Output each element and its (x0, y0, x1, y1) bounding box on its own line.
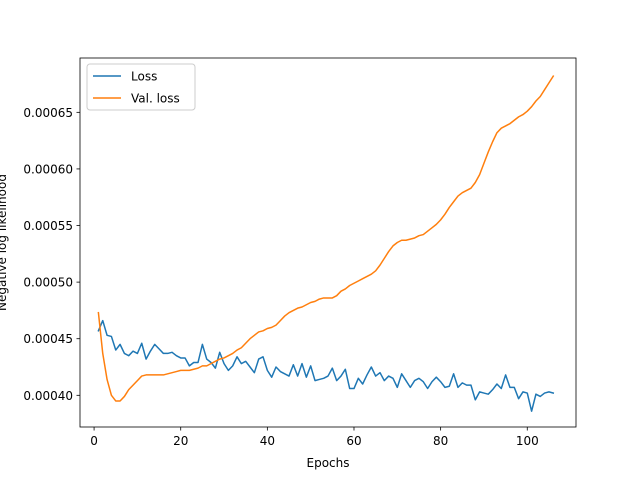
plot-lines (97, 75, 555, 412)
y-tick-label: 0.00045 (23, 332, 73, 346)
series-line-loss (97, 319, 555, 412)
x-tick-label: 0 (90, 434, 98, 448)
y-tick-label: 0.00055 (23, 219, 73, 233)
legend: Loss Val. loss (86, 63, 196, 111)
x-axis-label: Epochs (307, 456, 350, 470)
series-line-val-loss (97, 75, 555, 402)
legend-label: Val. loss (131, 92, 180, 106)
y-tick-label: 0.00050 (23, 276, 73, 290)
legend-label: Loss (131, 70, 157, 84)
y-tick-label: 0.00060 (23, 162, 73, 176)
y-tick-label: 0.00040 (23, 389, 73, 403)
x-tick-label: 60 (346, 434, 361, 448)
x-tick-label: 100 (516, 434, 539, 448)
x-axis-ticks: 0 20 40 60 80 100 (90, 427, 539, 448)
plot-frame (79, 57, 577, 428)
y-axis-ticks: 0.00040 0.00045 0.00050 0.00055 0.00060 0.000… (23, 106, 80, 403)
y-tick-label: 0.00065 (23, 106, 73, 120)
x-tick-label: 20 (173, 434, 188, 448)
x-tick-label: 40 (260, 434, 275, 448)
y-axis-label: Negative log likelihood (0, 174, 9, 311)
x-tick-label: 80 (433, 434, 448, 448)
